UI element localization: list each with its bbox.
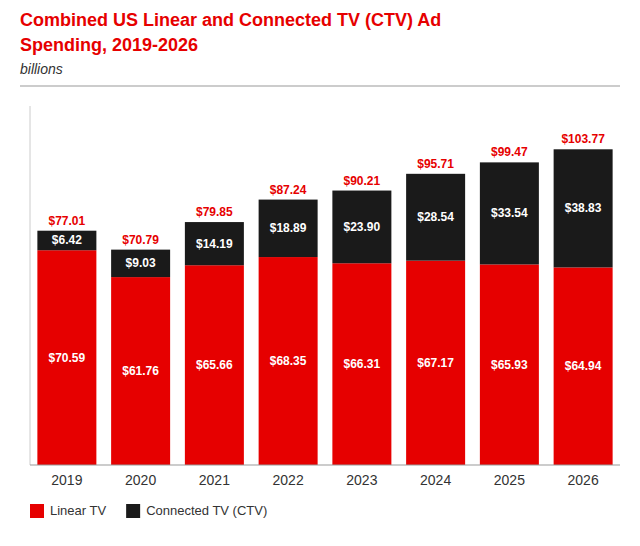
bar-segment: [37, 250, 96, 465]
data-label: $68.35: [270, 354, 307, 368]
total-label: $95.71: [417, 157, 454, 171]
x-tick-label: 2025: [494, 472, 525, 488]
data-label: $14.19: [196, 237, 233, 251]
data-label: $18.89: [270, 221, 307, 235]
data-label: $6.42: [52, 233, 82, 247]
bar-segment: [554, 149, 613, 267]
legend-swatch: [126, 504, 140, 518]
subtitle: billions: [20, 61, 63, 77]
bar-segment: [480, 162, 539, 264]
total-label: $103.77: [561, 132, 605, 146]
data-label: $67.17: [417, 356, 454, 370]
x-tick-label: 2026: [568, 472, 599, 488]
data-label: $66.31: [344, 357, 381, 371]
legend-label: Connected TV (CTV): [146, 503, 267, 518]
bar-segment: [259, 200, 318, 257]
legend-swatch: [30, 504, 44, 518]
data-label: $23.90: [344, 220, 381, 234]
bar-segment: [185, 222, 244, 265]
title: Combined US Linear and Connected TV (CTV…: [20, 10, 441, 30]
data-label: $61.76: [122, 364, 159, 378]
total-label: $99.47: [491, 145, 528, 159]
data-label: $28.54: [417, 210, 454, 224]
bar-segment: [406, 261, 465, 465]
bar-segment: [480, 264, 539, 465]
data-label: $65.93: [491, 358, 528, 372]
bar-segment: [332, 263, 391, 465]
data-label: $70.59: [49, 351, 86, 365]
bar-segment: [406, 174, 465, 261]
bar-segment: [111, 277, 170, 465]
x-tick-label: 2022: [273, 472, 304, 488]
data-label: $33.54: [491, 206, 528, 220]
x-tick-label: 2020: [125, 472, 156, 488]
data-label: $9.03: [126, 256, 156, 270]
bar-segment: [111, 250, 170, 277]
data-label: $64.94: [565, 359, 602, 373]
x-tick-label: 2021: [199, 472, 230, 488]
bar-segment: [554, 267, 613, 465]
x-axis-line: [30, 465, 620, 466]
chart: Combined US Linear and Connected TV (CTV…: [0, 0, 640, 546]
labels: $70.59 $61.76 $65.66 $68.35 $66.31 $67.17 $65.…: [49, 132, 606, 378]
data-label: $65.66: [196, 358, 233, 372]
bar-segment: [259, 257, 318, 465]
title: Spending, 2019-2026: [20, 35, 198, 55]
x-tick-label: 2023: [346, 472, 377, 488]
legend-label: Linear TV: [50, 503, 106, 518]
data-label: $38.83: [565, 201, 602, 215]
x-tick-label: 2019: [51, 472, 82, 488]
y-axis-line: [30, 106, 31, 465]
bar-segment: [332, 191, 391, 264]
total-label: $70.79: [122, 233, 159, 247]
separator: [20, 86, 620, 87]
total-label: $79.85: [196, 205, 233, 219]
bar-segment: [37, 231, 96, 251]
total-label: $87.24: [270, 183, 307, 197]
bars: [37, 149, 612, 465]
x-tick-label: 2024: [420, 472, 451, 488]
total-label: $77.01: [49, 214, 86, 228]
total-label: $90.21: [344, 174, 381, 188]
bar-segment: [185, 265, 244, 465]
